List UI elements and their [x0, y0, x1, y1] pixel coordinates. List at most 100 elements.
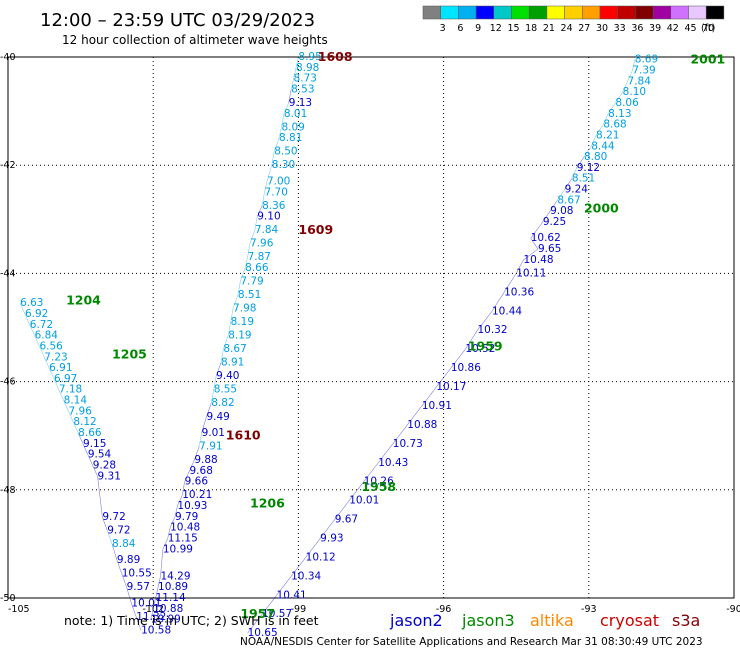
- track-lines: [19, 56, 636, 634]
- lat-tick-label: -40: [0, 52, 16, 63]
- wave-height-value: 8.21: [596, 129, 619, 141]
- track-segment: [392, 424, 408, 444]
- wave-height-value: 8.14: [64, 395, 88, 407]
- time-label: 1608: [318, 49, 353, 64]
- wave-height-value: 8.55: [214, 384, 237, 396]
- legend-swatch: [422, 5, 441, 20]
- track-segment: [215, 362, 222, 377]
- wave-height-value: 9.49: [206, 411, 229, 423]
- legend-label: 70: [702, 23, 714, 34]
- track-segment: [102, 516, 108, 531]
- track-segment: [198, 432, 202, 447]
- wave-height-value: 8.68: [603, 119, 626, 131]
- wave-height-value: 9.67: [335, 514, 358, 526]
- track-segment: [73, 422, 79, 434]
- footnote: note: 1) Time is in UTC; 2) SWH is in fe…: [64, 613, 319, 628]
- time-label: 1959: [468, 338, 503, 353]
- lat-lon-grid: [8, 57, 734, 598]
- legend-label: 21: [543, 23, 555, 34]
- satellite-jason3: jason3: [461, 611, 515, 630]
- satellite-jason2: jason2: [389, 611, 443, 630]
- wave-height-value: 10.34: [291, 570, 321, 582]
- wave-height-value: 8.30: [272, 159, 295, 171]
- track-segment: [503, 273, 517, 293]
- track-segment: [201, 416, 207, 434]
- track-segment: [421, 386, 437, 407]
- track-segment: [278, 127, 282, 139]
- wave-height-value: 10.88: [407, 419, 437, 431]
- wave-height-value: 10.17: [436, 381, 466, 393]
- track-segment: [162, 538, 168, 550]
- legend-label: 45: [684, 23, 696, 34]
- map-frame: [7, 56, 735, 599]
- color-legend: 3 6 9 12 15 18 21 24 27 30 33 36 39 42 45 70(ft): [422, 5, 725, 34]
- track-segment: [249, 230, 256, 244]
- legend-swatch: [688, 5, 707, 20]
- wave-height-value: 10.93: [177, 500, 207, 512]
- wave-height-value: 10.58: [141, 624, 171, 636]
- track-segment: [450, 348, 466, 369]
- track-segment: [177, 495, 183, 507]
- wave-height-value: 8.80: [584, 151, 607, 163]
- track-segment: [256, 205, 263, 217]
- wave-height-value: 8.36: [262, 200, 286, 212]
- wave-height-value: 9.89: [117, 554, 140, 566]
- track-segment: [571, 167, 577, 179]
- wave-height-value: 7.39: [632, 65, 655, 77]
- wave-height-value: 9.54: [88, 449, 112, 461]
- track-segment: [557, 189, 565, 201]
- wave-height-value: 7.84: [628, 75, 652, 87]
- track-segment: [261, 192, 265, 206]
- wave-height-value: 10.01: [349, 495, 379, 507]
- track-segment: [181, 481, 185, 496]
- track-segment: [590, 135, 597, 147]
- legend-swatch: [440, 5, 459, 20]
- time-label: 1958: [361, 479, 396, 494]
- track-segment: [157, 576, 161, 588]
- track-segment: [63, 400, 69, 412]
- track-segment: [576, 156, 585, 169]
- legend-swatch: [670, 5, 689, 20]
- track-segment: [465, 330, 478, 350]
- track-segment: [223, 335, 229, 350]
- wave-height-value: 8.95: [298, 51, 321, 63]
- lat-tick-label: -50: [0, 593, 16, 604]
- wave-height-value: 9.12: [577, 162, 600, 174]
- wave-height-value: 7.98: [233, 303, 256, 315]
- wave-height-value: 9.88: [194, 454, 217, 466]
- wave-height-value: 11.14: [156, 592, 186, 604]
- wave-height-value: 10.26: [364, 476, 394, 488]
- track-segment: [58, 389, 64, 401]
- track-segment: [220, 349, 224, 363]
- time-label: 1957: [240, 606, 275, 621]
- track-segment: [131, 603, 137, 618]
- wave-height-value: 8.19: [228, 330, 251, 342]
- legend-swatch: [635, 5, 654, 20]
- track-segment: [230, 308, 234, 323]
- track-segment: [276, 576, 292, 596]
- track-segment: [378, 443, 394, 463]
- wave-height-value: 6.56: [39, 340, 63, 352]
- wave-height-value: 6.63: [20, 297, 43, 309]
- wave-height-value: 7.91: [199, 441, 222, 453]
- wave-height-value: 7.18: [59, 384, 82, 396]
- wave-height-value: 10.52: [465, 343, 495, 355]
- track-segment: [288, 89, 292, 104]
- satellite-altika: altika: [530, 611, 574, 630]
- legend-label: (ft): [701, 23, 715, 34]
- lat-tick-label: -46: [0, 377, 16, 388]
- track-segment: [189, 459, 195, 471]
- legend-label: 30: [596, 23, 608, 34]
- wave-height-value: 9.08: [550, 205, 573, 217]
- track-segment: [44, 357, 50, 369]
- wave-height-value: 6.72: [30, 319, 53, 331]
- wave-height-value: 7.00: [267, 175, 290, 187]
- legend-label: 3: [440, 23, 446, 34]
- lat-tick-label: -44: [0, 268, 16, 279]
- wave-height-value: 8.73: [294, 73, 317, 85]
- track-segment: [29, 324, 35, 336]
- track-segment: [53, 378, 60, 390]
- track-segment: [530, 221, 544, 239]
- track-segment: [407, 405, 423, 426]
- wave-height-value: 10.12: [306, 551, 336, 563]
